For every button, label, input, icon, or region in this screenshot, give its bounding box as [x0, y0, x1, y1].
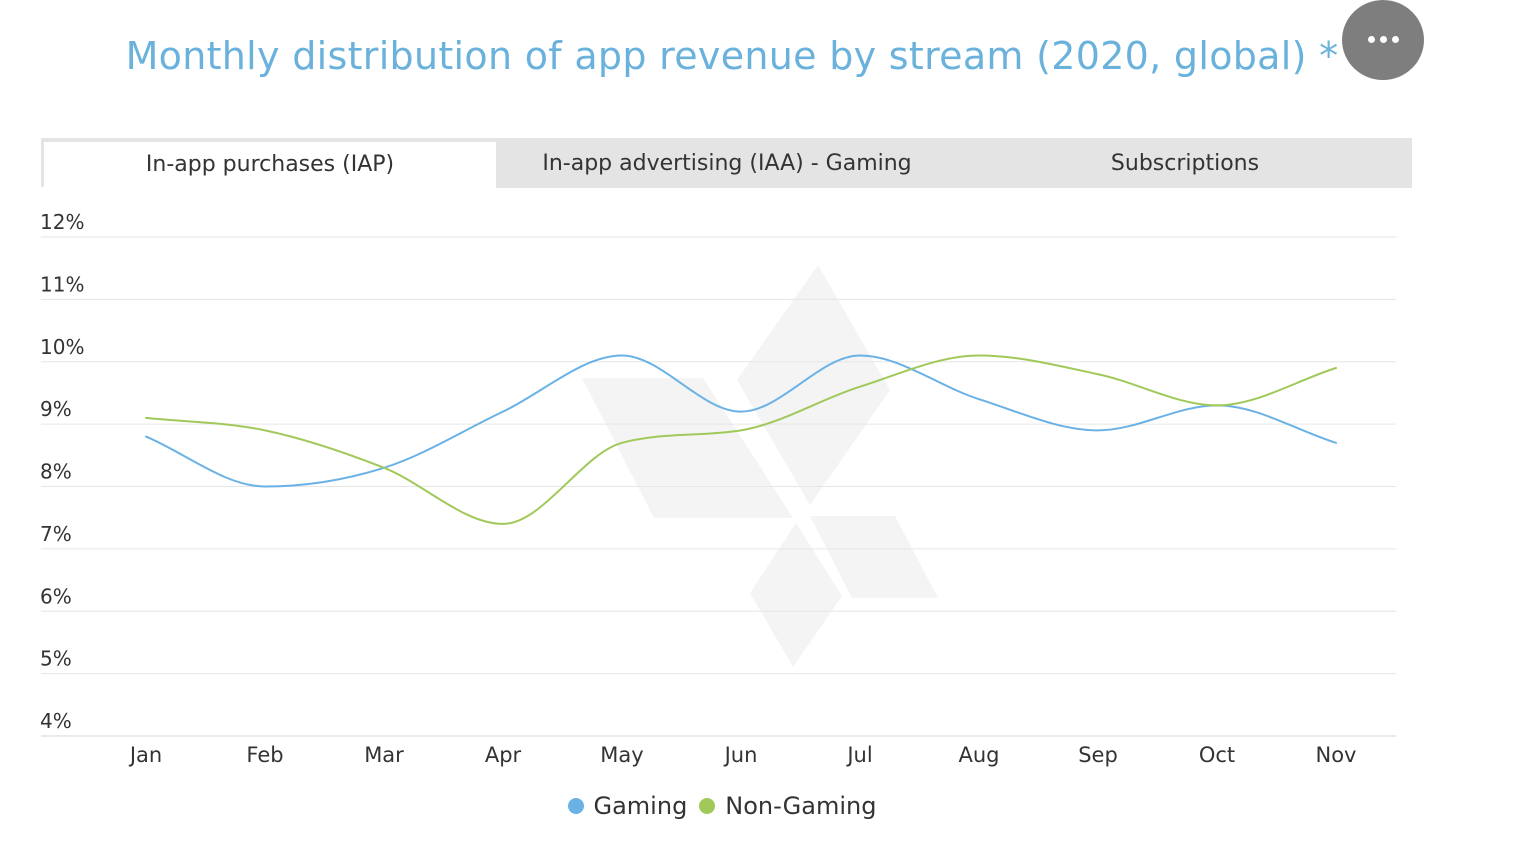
data-point-non-gaming[interactable]	[497, 518, 509, 530]
x-tick-label: Aug	[958, 743, 999, 767]
x-tick-label: Mar	[364, 743, 404, 767]
chart-menu-button[interactable]	[1342, 0, 1424, 80]
data-point-gaming[interactable]	[973, 393, 985, 405]
y-tick-label: 4%	[40, 709, 72, 733]
data-point-gaming[interactable]	[735, 406, 747, 418]
x-tick-label: Nov	[1316, 743, 1357, 767]
legend-label-non-gaming: Non-Gaming	[725, 792, 877, 820]
legend-item-gaming[interactable]: Gaming	[567, 792, 688, 820]
y-tick-label: 11%	[40, 272, 84, 296]
y-tick-label: 10%	[40, 335, 84, 359]
x-tick-label: Oct	[1199, 743, 1235, 767]
y-tick-label: 12%	[40, 210, 84, 234]
data-point-non-gaming[interactable]	[973, 350, 985, 362]
tab-in-app-purchases[interactable]: In-app purchases (IAP)	[41, 138, 496, 188]
legend-marker-non-gaming	[699, 798, 716, 814]
data-point-gaming[interactable]	[140, 431, 152, 443]
x-tick-label: Jun	[723, 743, 758, 767]
series-line-gaming[interactable]	[145, 354, 1337, 488]
x-tick-label: Apr	[485, 743, 522, 767]
data-point-non-gaming[interactable]	[1330, 362, 1342, 374]
y-tick-label: 6%	[40, 584, 72, 608]
data-point-gaming[interactable]	[497, 406, 509, 418]
line-chart: 12% 11% 10% 9% 8% 7% 6% 5% 4% Jan Feb Mar Apr May Jun…	[0, 200, 1536, 780]
more-horizontal-icon	[1342, 36, 1424, 43]
legend-label-gaming: Gaming	[593, 792, 688, 820]
data-point-gaming[interactable]	[616, 350, 628, 362]
data-point-gaming[interactable]	[854, 350, 866, 362]
x-tick-label: Feb	[246, 743, 283, 767]
y-tick-label: 9%	[40, 397, 72, 421]
chart-legend: Gaming Non-Gaming	[0, 792, 1444, 820]
data-point-non-gaming[interactable]	[1211, 399, 1223, 411]
data-point-gaming[interactable]	[259, 481, 271, 493]
x-tick-label: Jan	[128, 743, 162, 767]
tab-subscriptions[interactable]: Subscriptions	[1110, 150, 1260, 176]
legend-marker-gaming	[567, 798, 584, 814]
y-tick-label: 7%	[40, 522, 72, 546]
data-point-non-gaming[interactable]	[616, 437, 628, 449]
x-tick-label: Jul	[845, 743, 872, 767]
legend-item-non-gaming[interactable]: Non-Gaming	[699, 792, 876, 820]
revenue-stream-tabs: In-app purchases (IAP) In-app advertisin…	[41, 138, 1412, 188]
series-line-non-gaming[interactable]	[145, 354, 1337, 525]
data-point-non-gaming[interactable]	[1092, 368, 1104, 380]
y-tick-label: 8%	[40, 460, 72, 484]
data-point-non-gaming[interactable]	[854, 381, 866, 393]
line-chart-svg: 12% 11% 10% 9% 8% 7% 6% 5% 4% Jan Feb Mar Apr May Jun…	[40, 210, 1396, 767]
x-tick-label: May	[600, 743, 643, 767]
data-point-non-gaming[interactable]	[378, 462, 390, 474]
x-tick-label: Sep	[1078, 743, 1118, 767]
data-point-gaming[interactable]	[1330, 437, 1342, 449]
data-point-non-gaming[interactable]	[735, 424, 747, 436]
tab-in-app-advertising-gaming[interactable]: In-app advertising (IAA) - Gaming	[542, 150, 912, 176]
y-tick-label: 5%	[40, 647, 72, 671]
data-point-gaming[interactable]	[1092, 424, 1104, 436]
data-point-non-gaming[interactable]	[140, 412, 152, 424]
chart-title: Monthly distribution of app revenue by s…	[125, 34, 1339, 78]
diamond-logo-icon	[582, 265, 938, 667]
data-point-non-gaming[interactable]	[259, 424, 271, 436]
